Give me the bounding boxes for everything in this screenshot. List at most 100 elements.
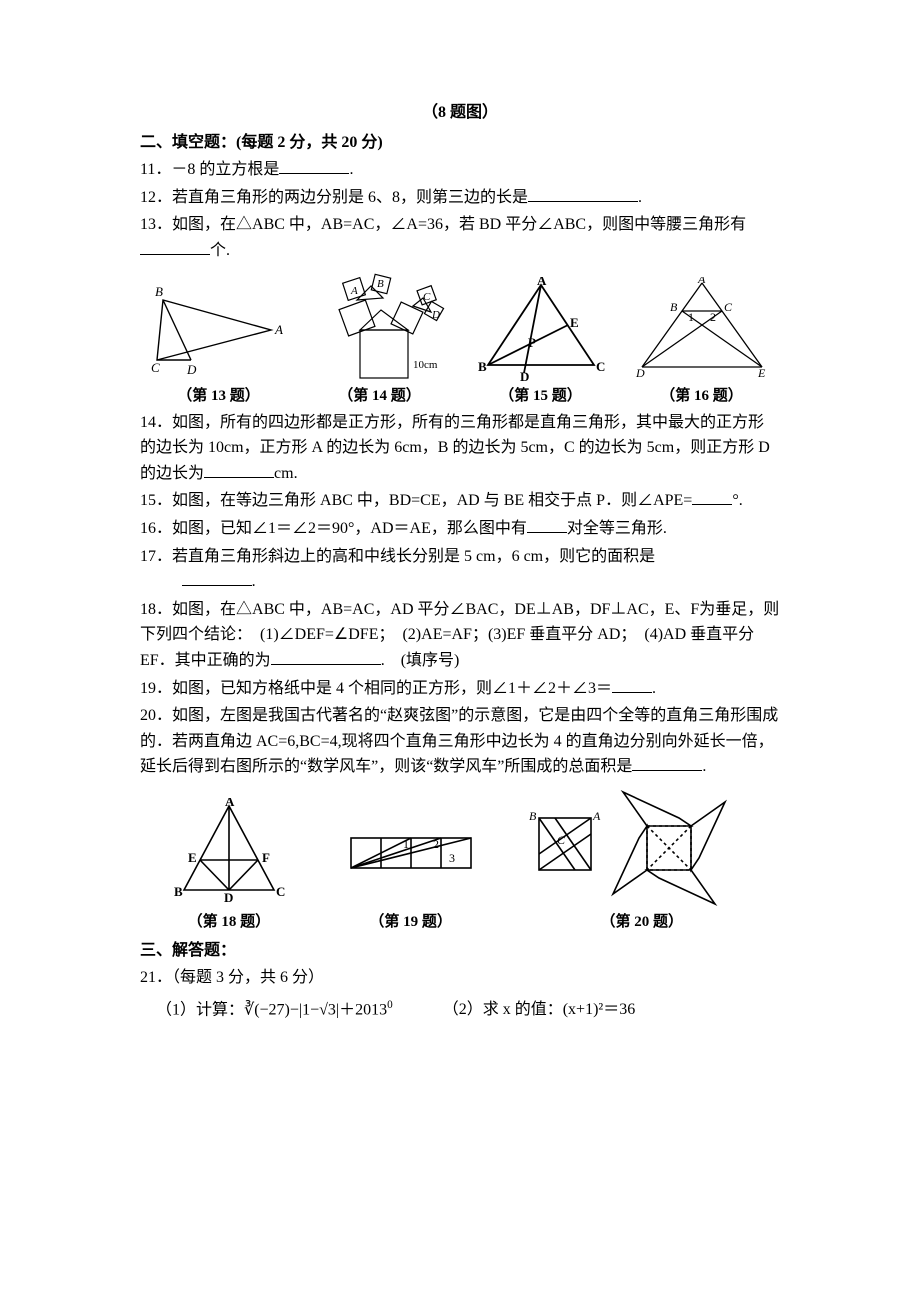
fig16-svg: A B C D E 1 2	[634, 277, 769, 382]
q18-text-a: 如图，在△ABC 中，AB=AC，AD 平分∠BAC，DE⊥AB，DF⊥AC，E…	[140, 601, 779, 669]
q18-blank	[271, 648, 381, 665]
fig16-1: 1	[688, 310, 694, 324]
question-11: 11．－8 的立方根是.	[140, 157, 780, 183]
q21a-sup: 0	[387, 999, 393, 1011]
q19-num: 19．	[140, 680, 172, 697]
fig18-A: A	[225, 798, 235, 809]
q14-num: 14．	[140, 414, 172, 431]
fig20-A: A	[592, 809, 601, 823]
q17-text-b: .	[252, 573, 256, 590]
q11-num: 11．	[140, 161, 171, 178]
section-3-heading: 三、解答题：	[140, 938, 780, 964]
fig13-C: C	[151, 360, 160, 375]
question-16: 16．如图，已知∠1＝∠2＝90°，AD＝AE，那么图中有对全等三角形.	[140, 516, 780, 542]
figure-row-1: B C A D （第 13 题） A B	[140, 272, 780, 408]
q21a-text: （1）计算：∛(−27)−|1−√3|＋2013	[156, 1001, 387, 1018]
q15-text-a: 如图，在等边三角形 ABC 中，BD=CE，AD 与 BE 相交于点 P．则∠A…	[172, 492, 692, 509]
fig20-C: C	[557, 833, 566, 847]
fig20-cell: A B C （第 20 题）	[504, 788, 781, 934]
fig15-D: D	[520, 369, 529, 382]
fig16-D: D	[635, 366, 645, 380]
figure-row-2: A B C D E F （第 18 题） 1 2	[140, 788, 780, 934]
fig14-D: D	[431, 309, 440, 321]
q13-num: 13．	[140, 216, 172, 233]
q20-num: 20．	[140, 707, 172, 724]
fig13-B: B	[155, 284, 163, 299]
fig19-cell: 1 2 3 （第 19 题）	[322, 818, 500, 934]
fig16-2: 2	[710, 310, 716, 324]
question-13: 13．如图，在△ABC 中，AB=AC，∠A=36，若 BD 平分∠ABC，则图…	[140, 212, 780, 263]
fig16-C: C	[724, 300, 733, 314]
fig18-F: F	[262, 850, 270, 865]
fig15-B: B	[478, 359, 487, 374]
fig19-1: 1	[403, 837, 409, 851]
fig16-B: B	[670, 300, 678, 314]
fig14-A: A	[350, 285, 358, 297]
q16-text-a: 如图，已知∠1＝∠2＝90°，AD＝AE，那么图中有	[172, 520, 527, 537]
question-17: 17．若直角三角形斜边上的高和中线长分别是 5 cm，6 cm，则它的面积是 .	[140, 544, 780, 595]
fig14-caption: （第 14 题）	[301, 384, 458, 408]
q17-blank	[182, 569, 252, 586]
q20-text-b: .	[702, 758, 706, 775]
fig20-svg: A B C	[527, 788, 757, 908]
q12-text-a: 若直角三角形的两边分别是 6、8，则第三边的长是	[172, 189, 528, 206]
fig15-caption: （第 15 题）	[462, 384, 619, 408]
fig16-A: A	[697, 277, 706, 286]
fig14-len: 10cm	[413, 359, 438, 371]
q13-blank	[140, 238, 210, 255]
q11-text-b: .	[349, 161, 353, 178]
fig8-caption: （8 题图）	[140, 100, 780, 126]
fig14-cell: A B C D 10cm （第 14 题）	[301, 272, 458, 408]
fig18-caption: （第 18 题）	[140, 910, 318, 934]
fig13-cell: B C A D （第 13 题）	[140, 282, 297, 408]
fig19-3: 3	[449, 851, 455, 865]
fig19-svg: 1 2 3	[341, 818, 481, 908]
q15-num: 15．	[140, 492, 172, 509]
q12-blank	[528, 185, 638, 202]
q11-text-a: －8 的立方根是	[171, 161, 279, 178]
question-18: 18．如图，在△ABC 中，AB=AC，AD 平分∠BAC，DE⊥AB，DF⊥A…	[140, 597, 780, 674]
question-20: 20．如图，左图是我国古代著名的“赵爽弦图”的示意图，它是由四个全等的直角三角形…	[140, 703, 780, 780]
q18-text-b: . (填序号)	[381, 652, 460, 669]
q21-text: （每题 3 分，共 6 分）	[172, 969, 324, 986]
question-15: 15．如图，在等边三角形 ABC 中，BD=CE，AD 与 BE 相交于点 P．…	[140, 488, 780, 514]
fig14-B: B	[377, 278, 384, 290]
q16-text-b: 对全等三角形.	[567, 520, 667, 537]
q15-text-b: °.	[732, 492, 742, 509]
fig18-cell: A B C D E F （第 18 题）	[140, 798, 318, 934]
q12-text-b: .	[638, 189, 642, 206]
q19-text-b: .	[652, 680, 656, 697]
q13-text-a: 如图，在△ABC 中，AB=AC，∠A=36，若 BD 平分∠ABC，则图中等腰…	[172, 216, 746, 233]
q12-num: 12．	[140, 189, 172, 206]
fig18-B: B	[174, 884, 183, 899]
fig15-P: P	[528, 335, 536, 350]
fig15-cell: A B C D E P （第 15 题）	[462, 277, 619, 408]
q15-blank	[692, 488, 732, 505]
fig15-svg: A B C D E P	[476, 277, 606, 382]
fig18-D: D	[224, 890, 233, 905]
q21-num: 21．	[140, 969, 172, 986]
fig15-C: C	[596, 359, 605, 374]
fig18-C: C	[276, 884, 285, 899]
q13-text-b: 个.	[210, 242, 230, 259]
q17-num: 17．	[140, 548, 172, 565]
question-14: 14．如图，所有的四边形都是正方形，所有的三角形都是直角三角形，其中最大的正方形…	[140, 410, 780, 487]
q14-text-b: cm.	[274, 465, 298, 482]
q21b-text: （2）求 x 的值：(x+1)²＝36	[443, 1001, 635, 1018]
fig20-caption: （第 20 题）	[504, 910, 781, 934]
fig16-E: E	[757, 366, 766, 380]
fig16-caption: （第 16 题）	[623, 384, 780, 408]
fig13-A: A	[274, 322, 283, 337]
fig14-C: C	[423, 291, 431, 303]
fig19-caption: （第 19 题）	[322, 910, 500, 934]
fig14-svg: A B C D 10cm	[305, 272, 455, 382]
fig13-D: D	[186, 362, 197, 377]
fig13-caption: （第 13 题）	[140, 384, 297, 408]
fig18-E: E	[188, 850, 197, 865]
fig18-svg: A B C D E F	[164, 798, 294, 908]
question-21: 21．（每题 3 分，共 6 分）	[140, 965, 780, 991]
fig13-svg: B C A D	[151, 282, 286, 382]
section-2-heading: 二、填空题：(每题 2 分，共 20 分)	[140, 130, 780, 156]
q18-num: 18．	[140, 601, 172, 618]
q21-part2: （2）求 x 的值：(x+1)²＝36	[443, 997, 635, 1023]
